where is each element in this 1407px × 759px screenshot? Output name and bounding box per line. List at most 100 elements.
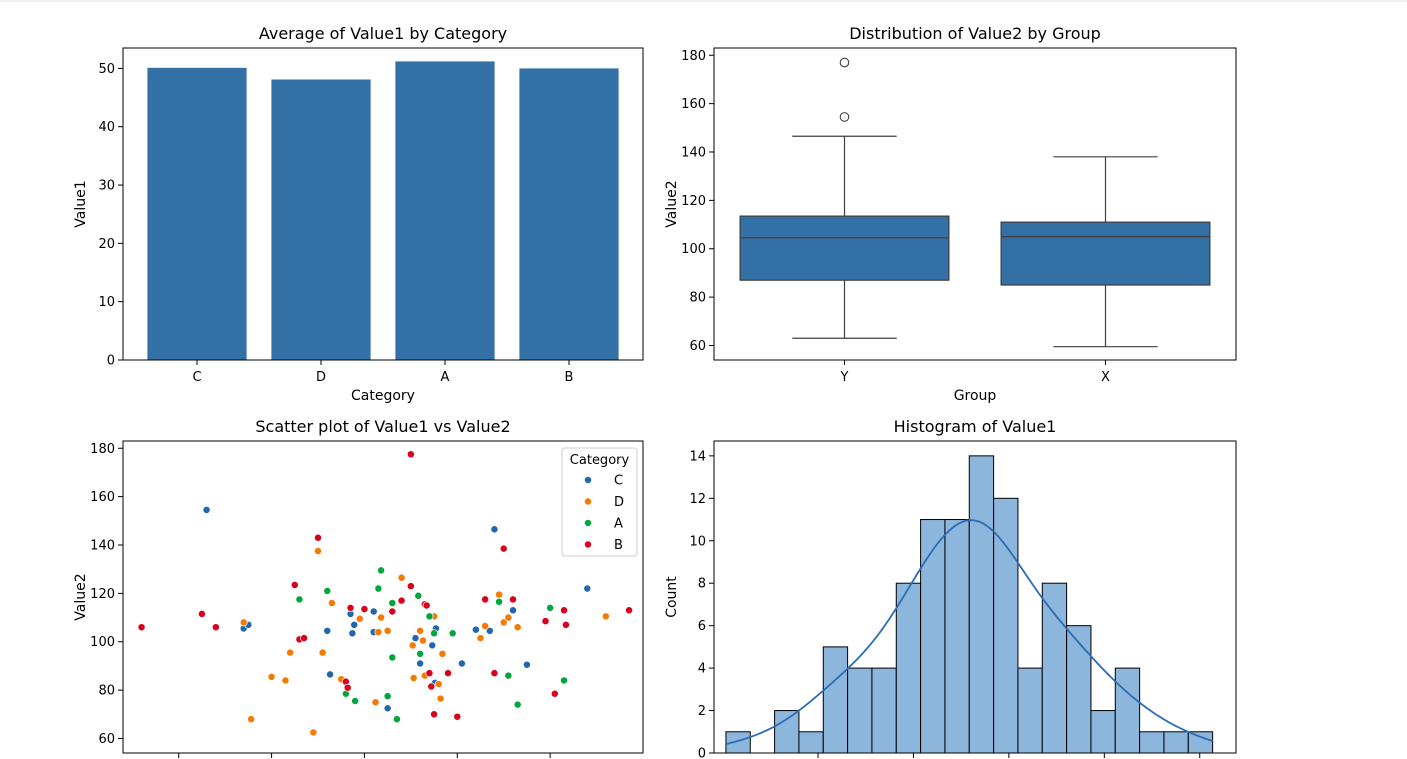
scatter-point-B: [406, 582, 415, 591]
scatter-point-B: [444, 669, 452, 678]
y-tick-label: 160: [90, 490, 115, 505]
scatter-point-B: [509, 595, 517, 604]
legend-label: A: [614, 517, 623, 532]
legend-marker-B: [584, 540, 592, 549]
scatter-point-A: [351, 697, 360, 705]
y-tick-label: 140: [681, 146, 706, 161]
scatter-point-D: [267, 672, 276, 681]
histogram-bar: [798, 731, 824, 754]
scatter-point-C: [522, 660, 531, 669]
scatter-point-B: [625, 606, 634, 615]
scatter-point-D: [504, 613, 513, 622]
scatter-point-D: [495, 590, 504, 599]
scatter-point-D: [601, 612, 610, 621]
x-tick-label: C: [192, 370, 201, 385]
y-tick-label: 14: [689, 449, 706, 464]
scatter-point-D: [371, 698, 380, 707]
scatter-point-D: [314, 547, 322, 555]
legend-marker-C: [584, 476, 592, 484]
y-axis-label: Value2: [73, 573, 89, 620]
scatter-point-B: [290, 580, 299, 589]
y-tick-label: 12: [689, 492, 706, 507]
scatter-point-B: [550, 689, 559, 698]
window-top-border: [0, 0, 1407, 2]
scatter-point-D: [397, 573, 406, 582]
scatter-point-B: [453, 712, 462, 721]
chart-title: Scatter plot of Value1 vs Value2: [255, 417, 510, 436]
scatter-point-B: [427, 682, 436, 691]
histogram-bar: [774, 710, 800, 754]
scatter-point-A: [414, 591, 423, 600]
histogram-bar: [920, 519, 946, 754]
scatter-point-B: [422, 601, 431, 610]
x-axis-label: Category: [351, 388, 415, 404]
y-tick-label: 140: [90, 539, 115, 554]
scatter-point-D: [286, 648, 295, 657]
scatter-point-D: [377, 613, 386, 622]
box: [1000, 221, 1211, 286]
scatter-point-C: [471, 625, 480, 634]
scatter-point-B: [481, 595, 490, 604]
scatter-point-B: [499, 544, 508, 553]
histogram-bar: [1090, 710, 1116, 754]
legend-marker-A: [584, 519, 592, 527]
scatter-point-D: [383, 626, 392, 635]
histogram-bar: [1187, 731, 1214, 754]
y-tick-label: 80: [98, 684, 115, 699]
y-axis-label: Value1: [73, 180, 89, 227]
y-tick-label: 100: [90, 635, 115, 650]
x-axis-label: Group: [954, 388, 997, 404]
scatter-point-D: [309, 728, 318, 737]
scatter-point-D: [408, 641, 417, 650]
histogram-bar: [1163, 731, 1189, 754]
bar: [147, 67, 247, 361]
y-tick-label: 60: [98, 732, 115, 747]
legend-label: C: [614, 474, 623, 489]
scatter-point-D: [281, 676, 290, 685]
scatter-point-C: [323, 626, 332, 635]
scatter-point-A: [388, 599, 397, 607]
scatter-point-C: [509, 606, 517, 615]
scatter-point-A: [323, 587, 332, 595]
scatter-point-D: [418, 636, 427, 645]
legend-label: D: [614, 495, 624, 510]
x-tick-label: B: [565, 370, 574, 385]
scatter-point-A: [377, 566, 386, 575]
y-axis-label: Value2: [664, 180, 680, 227]
y-axis-label: Count: [664, 576, 680, 618]
scatter-point-A: [388, 653, 397, 662]
scatter-point-A: [495, 597, 504, 606]
scatter-point-A: [425, 612, 434, 621]
scatter-point-C: [428, 641, 437, 650]
chart-title: Distribution of Value2 by Group: [849, 24, 1101, 43]
axes-frame: [713, 440, 1237, 754]
scatter-point-A: [374, 584, 383, 593]
scatter-point-D: [239, 618, 248, 627]
axes-frame: [122, 47, 644, 361]
histogram-bar: [871, 667, 897, 754]
y-tick-label: 8: [698, 577, 706, 592]
y-tick-label: 30: [98, 179, 115, 194]
scatter-point-C: [383, 704, 392, 713]
scatter-point-B: [343, 683, 352, 692]
scatter-point-A: [546, 603, 555, 612]
y-tick-label: 180: [90, 442, 115, 457]
y-tick-label: 10: [98, 295, 115, 310]
scatter-point-D: [481, 622, 490, 630]
box: [739, 215, 950, 281]
scatter-point-D: [247, 715, 256, 724]
scatter-point-B: [425, 669, 434, 678]
scatter-point-B: [300, 634, 309, 643]
y-tick-label: 6: [698, 619, 706, 634]
histogram-bar: [968, 455, 995, 754]
scatter-point-A: [560, 676, 569, 685]
y-tick-label: 0: [107, 354, 115, 369]
scatter-point-B: [346, 603, 355, 612]
scatter-point-A: [504, 671, 513, 680]
axes-frame: [713, 47, 1237, 361]
outlier-point: [839, 57, 850, 68]
legend-box: [561, 447, 638, 557]
bar: [395, 61, 495, 360]
scatter-point-B: [314, 533, 322, 542]
scatter-point-D: [499, 618, 508, 627]
